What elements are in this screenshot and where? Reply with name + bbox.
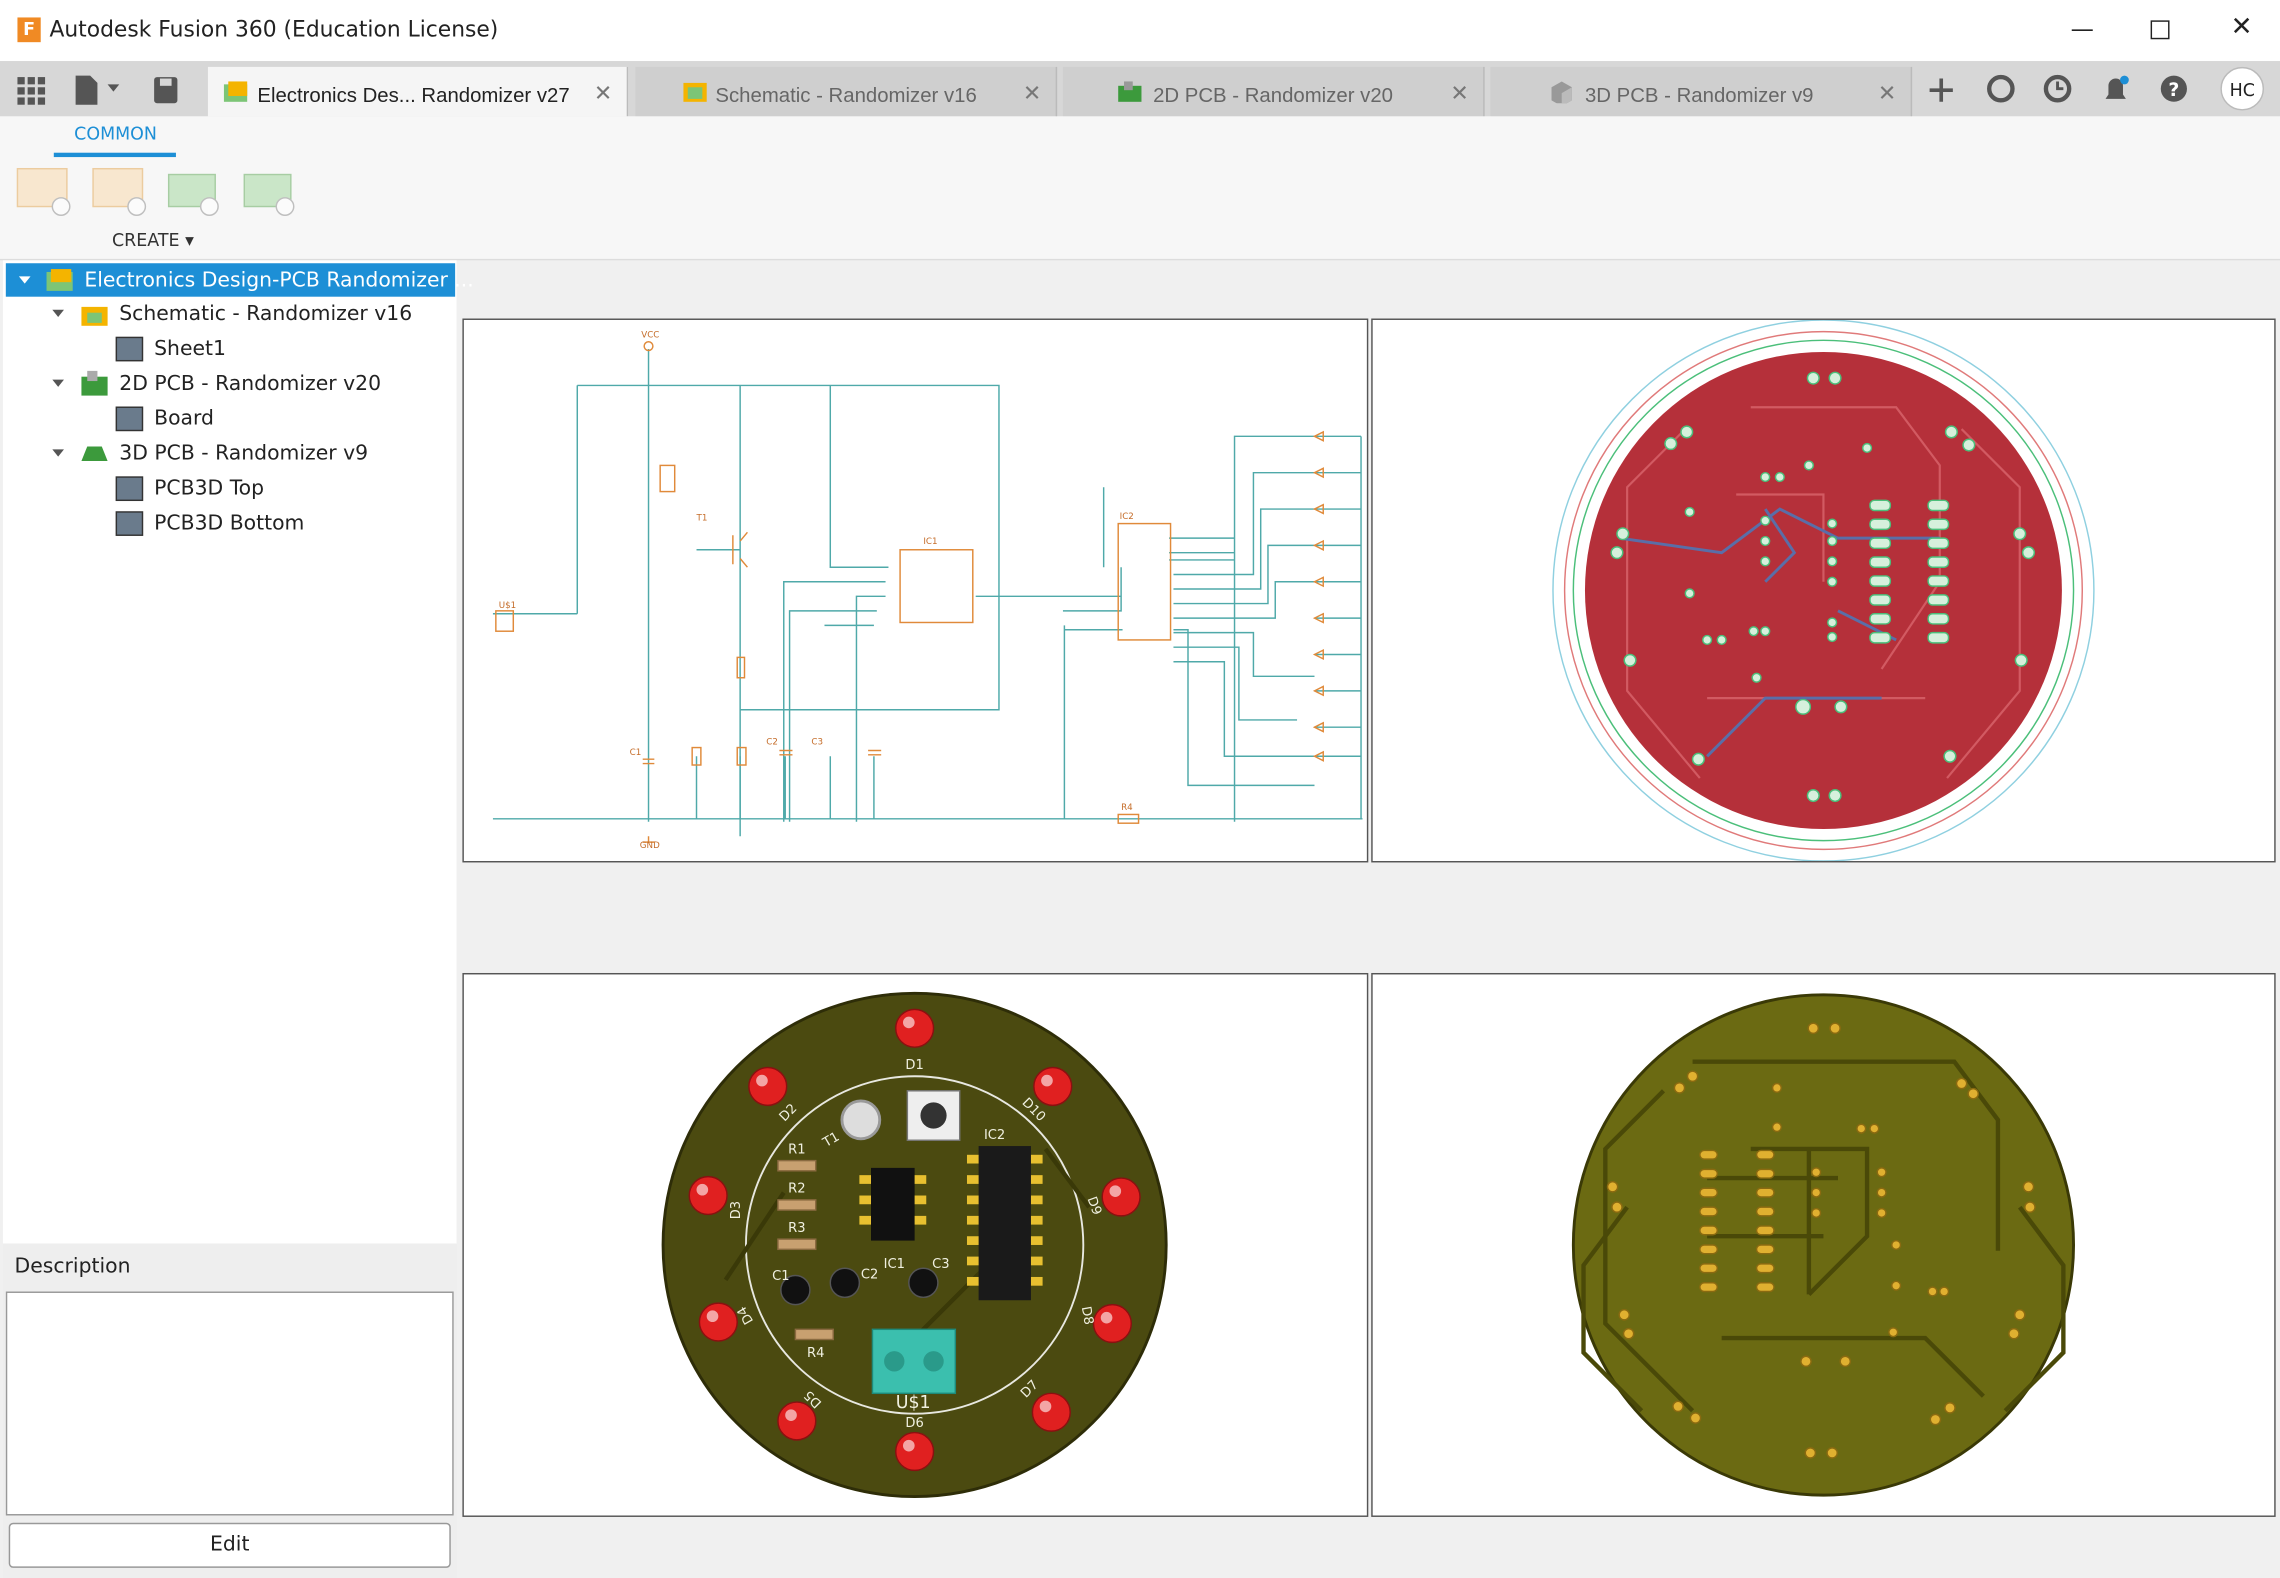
group-label: CREATE bbox=[111, 229, 180, 251]
tab-icon bbox=[1551, 81, 1572, 104]
tab-label: Electronics Des... Randomizer v27 bbox=[257, 82, 570, 107]
maximize-button[interactable] bbox=[2150, 20, 2170, 40]
tree-item[interactable]: 2D PCB - Randomizer v20 bbox=[119, 372, 382, 396]
app-tools bbox=[17, 75, 178, 105]
schematic-view: VCC GND T1 IC1 IC2 U$1 R4 C1 C2 C3 bbox=[462, 318, 1369, 863]
close-button[interactable]: ✕ bbox=[2230, 11, 2253, 43]
user-avatar[interactable]: HC bbox=[2220, 66, 2265, 111]
window-title: Autodesk Fusion 360 (Education License) bbox=[49, 15, 499, 43]
schematic-label: U$1 bbox=[499, 601, 516, 611]
minimize-button[interactable]: — bbox=[2070, 14, 2094, 43]
description-panel: Description Edit bbox=[2, 1243, 457, 1578]
pcb-label: R3 bbox=[788, 1221, 805, 1236]
pcb-label: U$1 bbox=[896, 1393, 931, 1413]
pcb-label: C2 bbox=[861, 1267, 878, 1282]
pcb-label: D1 bbox=[905, 1058, 923, 1073]
svg-text:?: ? bbox=[2168, 79, 2179, 101]
schematic-label: C3 bbox=[811, 738, 823, 748]
tree-label: Electronics Design-PCB Randomizer ... bbox=[84, 269, 474, 293]
tab-label: 2D PCB - Randomizer v20 bbox=[1153, 82, 1393, 107]
tab-underline bbox=[53, 152, 176, 158]
pcb-3d-bottom-view bbox=[1371, 972, 2276, 1517]
schematic-label: GND bbox=[640, 841, 660, 851]
title-bar: F Autodesk Fusion 360 (Education License… bbox=[0, 0, 2280, 63]
tab-close[interactable]: ✕ bbox=[1022, 81, 1042, 107]
pcb-label: R1 bbox=[788, 1142, 805, 1157]
description-label: Description bbox=[14, 1255, 131, 1279]
document-tab[interactable]: 3D PCB - Randomizer v9 ✕ bbox=[1490, 66, 1913, 117]
pcb-label: R2 bbox=[788, 1182, 805, 1197]
schematic-label: R4 bbox=[1121, 803, 1133, 813]
tab-label: Schematic - Randomizer v16 bbox=[715, 82, 977, 107]
pcb-3d-bottom-drawing bbox=[1571, 993, 2076, 1497]
pcb-label: D9 bbox=[1084, 1195, 1104, 1217]
document-tab[interactable]: Schematic - Randomizer v16 ✕ bbox=[635, 66, 1058, 117]
tree-icons bbox=[18, 269, 144, 536]
pcb-label: D8 bbox=[1078, 1305, 1096, 1326]
tree-root[interactable]: Electronics Design-PCB Randomizer ... bbox=[5, 263, 474, 297]
pcb-label: D6 bbox=[905, 1416, 923, 1431]
pcb-label: IC1 bbox=[884, 1257, 905, 1272]
tab-icon bbox=[1118, 81, 1142, 102]
tree-item[interactable]: PCB3D Top bbox=[154, 477, 265, 501]
schematic-label: C2 bbox=[766, 738, 778, 748]
tree-item[interactable]: Schematic - Randomizer v16 bbox=[119, 302, 413, 326]
pcb-label: D4 bbox=[735, 1303, 757, 1326]
toolbar: COMMON CREATE ▾ bbox=[0, 116, 2280, 261]
pcb-label: R4 bbox=[807, 1346, 824, 1361]
schematic-label: VCC bbox=[641, 330, 659, 340]
tab-icon bbox=[223, 81, 248, 102]
tree-item[interactable]: PCB3D Bottom bbox=[154, 511, 305, 536]
pcb-3d-top-view: D1 D2 D3 D4 D5 D6 D7 D8 D9 D10 T1 IC1 IC… bbox=[462, 972, 1369, 1517]
schematic-label: IC1 bbox=[923, 537, 937, 547]
pcb-label: C3 bbox=[932, 1257, 949, 1272]
pcb-2d-view bbox=[1371, 318, 2276, 863]
tree-item[interactable]: 3D PCB - Randomizer v9 bbox=[119, 442, 369, 466]
tab-label: 3D PCB - Randomizer v9 bbox=[1584, 82, 1814, 107]
pcb-2d-drawing bbox=[1552, 319, 2095, 862]
pcb-label: C1 bbox=[772, 1269, 789, 1284]
schematic-label: T1 bbox=[696, 514, 708, 524]
tab-close[interactable]: ✕ bbox=[593, 81, 613, 107]
description-box[interactable] bbox=[5, 1291, 454, 1516]
schematic-drawing: VCC GND T1 IC1 IC2 U$1 R4 C1 C2 C3 bbox=[492, 330, 1363, 851]
tab-close[interactable]: ✕ bbox=[1450, 81, 1469, 107]
app-icon: F bbox=[17, 17, 41, 43]
header-tools: ? bbox=[1929, 74, 2187, 103]
edit-button[interactable]: Edit bbox=[8, 1522, 451, 1568]
toolbar-group[interactable]: CREATE ▾ bbox=[111, 229, 194, 251]
tree-item[interactable]: Board bbox=[154, 407, 214, 431]
pcb-3d-top-drawing: D1 D2 D3 D4 D5 D6 D7 D8 D9 D10 T1 IC1 IC… bbox=[661, 991, 1168, 1499]
schematic-label: C1 bbox=[630, 748, 642, 758]
document-tab[interactable]: 2D PCB - Randomizer v20 ✕ bbox=[1062, 66, 1485, 117]
create-tools bbox=[16, 167, 295, 216]
tab-close[interactable]: ✕ bbox=[1877, 81, 1897, 107]
tree-item[interactable]: Sheet1 bbox=[154, 337, 226, 361]
tab-bar: Electronics Des... Randomizer v27 ✕ Schem… bbox=[0, 61, 2280, 117]
tab-icon bbox=[683, 82, 707, 102]
schematic-label: IC2 bbox=[1120, 512, 1134, 522]
document-tab[interactable]: Electronics Des... Randomizer v27 ✕ bbox=[207, 66, 629, 117]
toolbar-tab[interactable]: COMMON bbox=[74, 123, 157, 144]
pcb-label: IC2 bbox=[984, 1128, 1005, 1143]
browser-panel: Electronics Design-PCB Randomizer ... Sc… bbox=[2, 260, 474, 1244]
pcb-label: D3 bbox=[729, 1201, 744, 1219]
pcb-label: T1 bbox=[820, 1130, 842, 1152]
